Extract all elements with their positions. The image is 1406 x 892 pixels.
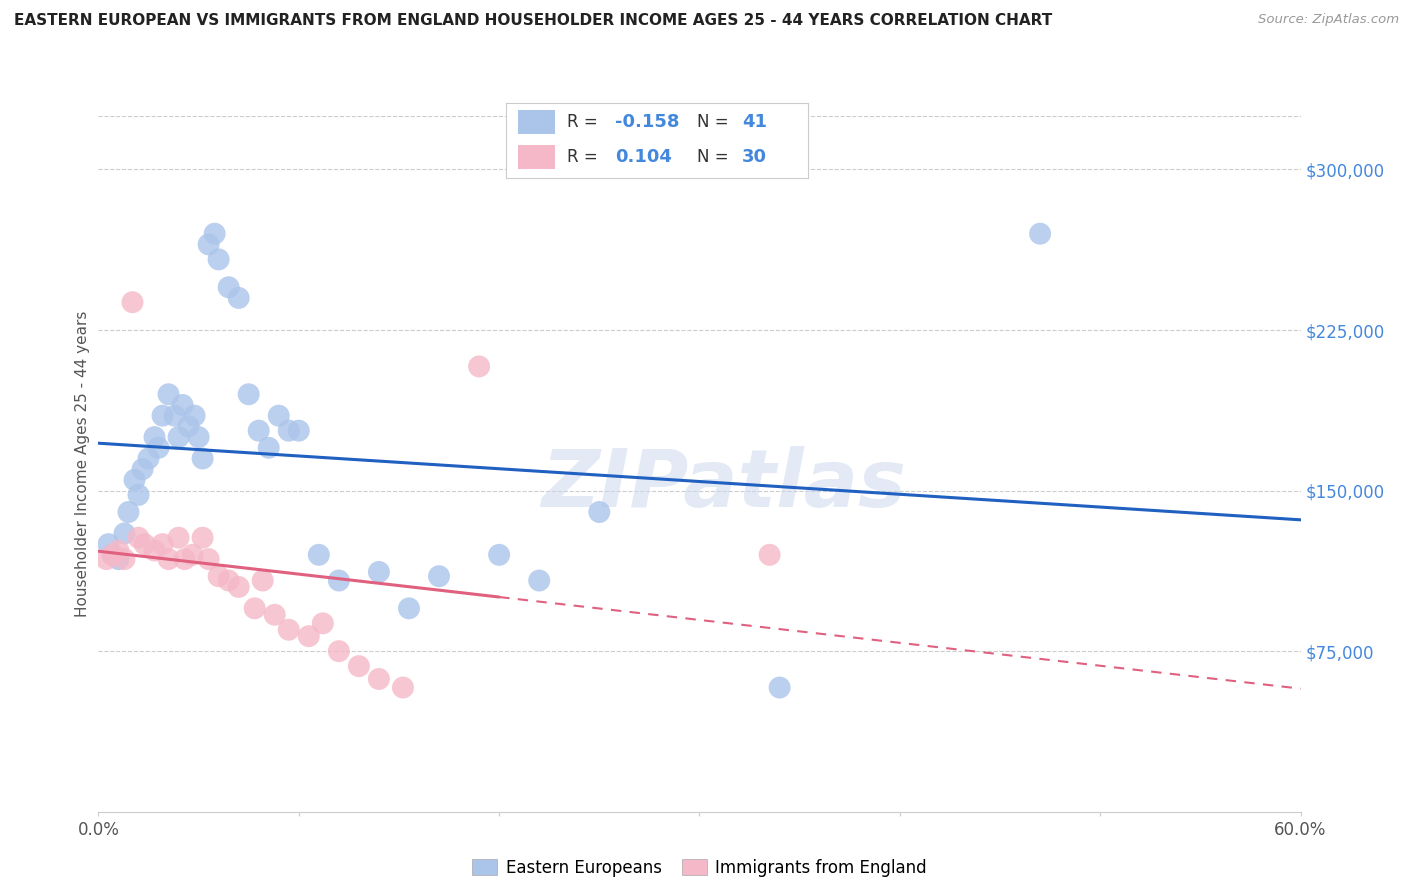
Point: [588, 505, 610, 519]
Point: [312, 616, 335, 631]
Point: [247, 424, 270, 438]
Point: [152, 537, 174, 551]
Point: [392, 681, 415, 695]
Point: [308, 548, 330, 562]
Point: [468, 359, 491, 374]
Point: [1029, 227, 1052, 241]
Point: [328, 644, 350, 658]
Point: [167, 531, 190, 545]
Point: [96, 552, 118, 566]
Point: [114, 552, 136, 566]
Point: [218, 574, 240, 588]
Point: [101, 548, 124, 562]
Text: N =: N =: [696, 113, 728, 131]
Text: EASTERN EUROPEAN VS IMMIGRANTS FROM ENGLAND HOUSEHOLDER INCOME AGES 25 - 44 YEAR: EASTERN EUROPEAN VS IMMIGRANTS FROM ENGL…: [14, 13, 1052, 29]
Point: [277, 424, 299, 438]
Point: [288, 424, 311, 438]
Point: [124, 473, 146, 487]
Point: [238, 387, 260, 401]
Text: N =: N =: [696, 148, 728, 166]
Text: Source: ZipAtlas.com: Source: ZipAtlas.com: [1258, 13, 1399, 27]
Point: [152, 409, 174, 423]
Point: [163, 409, 186, 423]
Point: [138, 451, 160, 466]
Point: [187, 430, 209, 444]
Point: [208, 252, 231, 267]
Point: [252, 574, 274, 588]
Point: [114, 526, 136, 541]
Point: [267, 409, 290, 423]
Point: [368, 565, 391, 579]
Point: [191, 451, 214, 466]
Point: [172, 398, 194, 412]
Legend: Eastern Europeans, Immigrants from England: Eastern Europeans, Immigrants from Engla…: [465, 852, 934, 883]
Point: [758, 548, 780, 562]
Point: [117, 505, 139, 519]
Point: [204, 227, 226, 241]
Point: [143, 543, 166, 558]
Bar: [519, 111, 554, 135]
Point: [347, 659, 370, 673]
Point: [218, 280, 240, 294]
Point: [529, 574, 551, 588]
Point: [263, 607, 285, 622]
Text: R =: R =: [567, 148, 598, 166]
Bar: [519, 145, 554, 169]
Point: [191, 531, 214, 545]
Point: [398, 601, 420, 615]
Y-axis label: Householder Income Ages 25 - 44 years: Householder Income Ages 25 - 44 years: [75, 310, 90, 617]
Point: [143, 430, 166, 444]
Point: [128, 488, 150, 502]
Point: [298, 629, 321, 643]
Point: [107, 543, 129, 558]
Point: [277, 623, 299, 637]
Point: [427, 569, 450, 583]
Point: [101, 548, 124, 562]
Point: [208, 569, 231, 583]
Point: [183, 409, 205, 423]
Point: [157, 552, 180, 566]
Point: [177, 419, 200, 434]
Point: [107, 552, 129, 566]
Point: [257, 441, 280, 455]
Text: R =: R =: [567, 113, 598, 131]
Point: [157, 387, 180, 401]
Point: [488, 548, 510, 562]
Point: [121, 295, 143, 310]
Point: [243, 601, 266, 615]
Point: [181, 548, 204, 562]
Point: [228, 291, 250, 305]
Point: [128, 531, 150, 545]
Point: [197, 237, 219, 252]
Point: [768, 681, 790, 695]
Text: 0.104: 0.104: [614, 148, 672, 166]
Point: [228, 580, 250, 594]
Point: [131, 462, 153, 476]
Text: 41: 41: [742, 113, 766, 131]
Point: [148, 441, 170, 455]
Point: [167, 430, 190, 444]
Point: [134, 537, 156, 551]
Point: [197, 552, 219, 566]
Text: -0.158: -0.158: [614, 113, 679, 131]
Point: [368, 672, 391, 686]
Text: 30: 30: [742, 148, 766, 166]
Text: ZIPatlas: ZIPatlas: [541, 446, 905, 524]
Point: [328, 574, 350, 588]
Point: [97, 537, 120, 551]
Point: [173, 552, 195, 566]
